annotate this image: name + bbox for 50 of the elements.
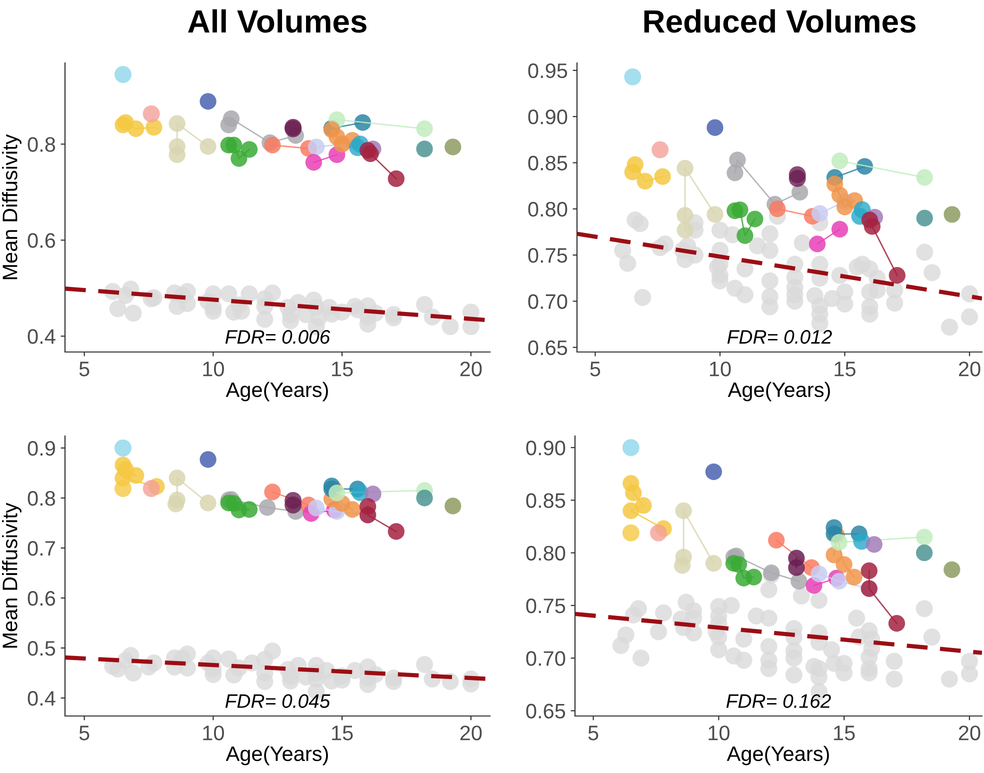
y-tick-label: 0.70 bbox=[526, 651, 566, 666]
x-tick-label: 10 bbox=[710, 362, 731, 376]
x-tick-label: 20 bbox=[460, 362, 482, 376]
y-tick-label: 0.85 bbox=[526, 493, 566, 508]
y-tick-label: 0.5 bbox=[28, 641, 56, 656]
y-tick-label: 0.90 bbox=[528, 110, 568, 124]
y-tick-label: 0.75 bbox=[526, 598, 566, 614]
x-tick-label: 10 bbox=[203, 362, 224, 376]
y-tick-label: 0.90 bbox=[526, 440, 566, 456]
y-tick-label: 0.7 bbox=[28, 541, 55, 556]
x-tick-label: 5 bbox=[588, 726, 598, 740]
x-tick-label: 15 bbox=[332, 726, 353, 740]
x-tick-label: 5 bbox=[590, 362, 600, 376]
y-tick-label: 0.75 bbox=[528, 248, 568, 263]
x-axis-title: Age(Years) bbox=[726, 746, 829, 766]
x-tick-label: 15 bbox=[332, 362, 353, 376]
y-tick-label: 0.4 bbox=[28, 691, 56, 706]
annotation: FDR= 0.162 bbox=[726, 694, 831, 708]
y-axis-title: Mean Diffusivity bbox=[2, 502, 22, 648]
y-tick-label: 0.85 bbox=[528, 156, 568, 170]
x-axis-title: Age(Years) bbox=[226, 746, 328, 766]
x-tick-label: 10 bbox=[203, 726, 224, 740]
x-tick-label: 15 bbox=[834, 726, 855, 740]
annotation: FDR= 0.006 bbox=[225, 330, 330, 344]
y-tick-label: 0.9 bbox=[28, 441, 55, 456]
x-tick-label: 15 bbox=[834, 362, 856, 376]
annotation: FDR= 0.045 bbox=[225, 694, 330, 708]
x-tick-label: 5 bbox=[79, 362, 90, 376]
y-tick-label: 0.95 bbox=[528, 63, 568, 78]
x-tick-label: 20 bbox=[460, 726, 482, 740]
y-tick-label: 0.6 bbox=[28, 591, 56, 606]
chart-title: Reduced Volumes bbox=[644, 9, 916, 33]
y-tick-label: 0.6 bbox=[28, 233, 56, 248]
chart-title: All Volumes bbox=[188, 9, 366, 33]
x-axis-title: Age(Years) bbox=[728, 382, 830, 402]
x-tick-label: 20 bbox=[958, 362, 980, 376]
y-tick-label: 0.65 bbox=[528, 340, 568, 356]
x-axis-title: Age(Years) bbox=[226, 382, 328, 402]
x-tick-label: 10 bbox=[708, 726, 730, 740]
y-tick-label: 0.65 bbox=[526, 704, 566, 718]
x-tick-label: 20 bbox=[958, 726, 980, 740]
y-tick-label: 0.4 bbox=[28, 329, 56, 344]
y-tick-label: 0.70 bbox=[528, 294, 568, 309]
annotation: FDR= 0.012 bbox=[727, 330, 832, 344]
y-tick-label: 0.8 bbox=[28, 137, 56, 152]
y-tick-label: 0.80 bbox=[526, 546, 566, 561]
x-tick-label: 5 bbox=[79, 726, 90, 740]
y-axis-title: Mean Diffusivity bbox=[2, 134, 22, 280]
y-tick-label: 0.80 bbox=[528, 202, 568, 217]
y-tick-label: 0.8 bbox=[28, 491, 56, 506]
